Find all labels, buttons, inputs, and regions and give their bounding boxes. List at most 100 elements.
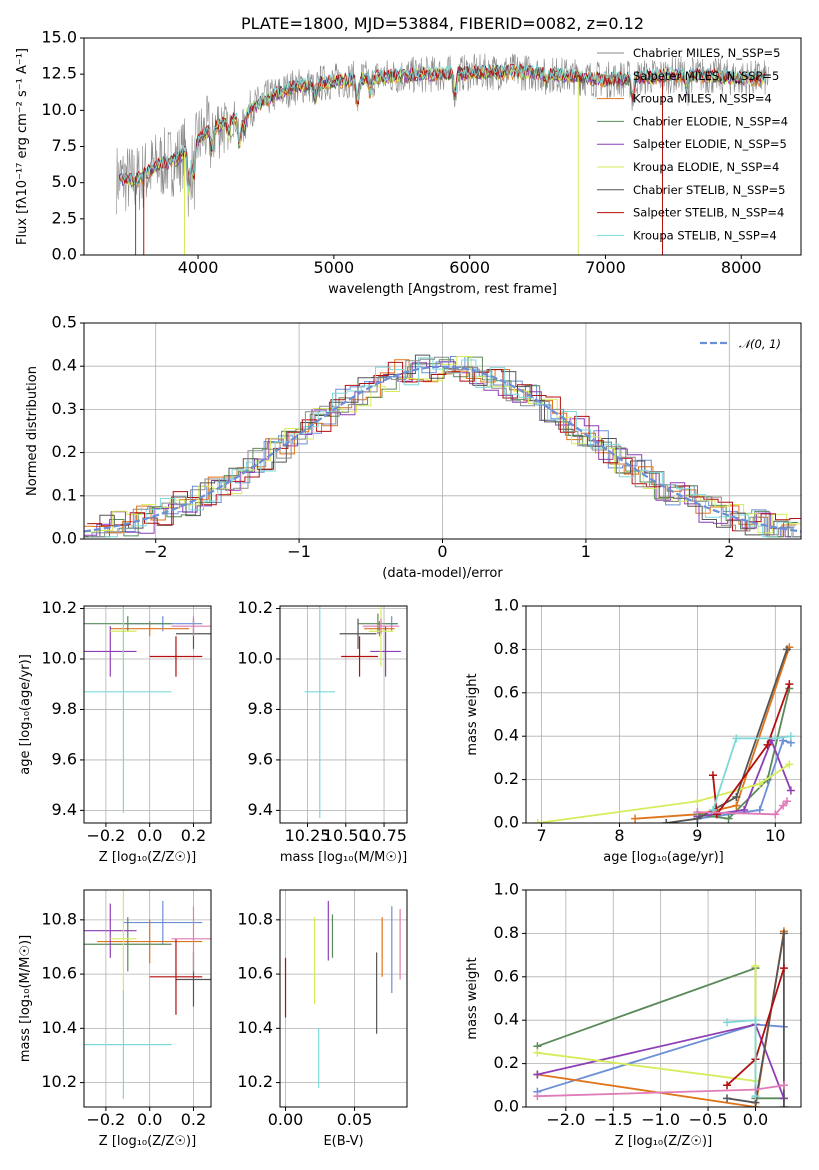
y-tick-label: 1.0: [494, 880, 519, 899]
y-tick-label: 0.2: [52, 442, 77, 461]
y-axis-label: Flux [fλ10⁻¹⁷ erg cm⁻² s⁻¹ A⁻¹]: [15, 48, 30, 245]
y-tick-label: 0.8: [494, 923, 519, 942]
plus-marker: [732, 734, 741, 743]
x-tick-label: 10.75: [361, 826, 407, 845]
y-tick-label: 0.0: [494, 813, 519, 832]
y-tick-label: 1.0: [494, 596, 519, 615]
x-tick-label: 0.2: [181, 826, 206, 845]
y-tick-label: 9.8: [248, 699, 273, 718]
y-tick-label: 10.2: [237, 1072, 273, 1091]
residual-histogram: [84, 356, 798, 538]
plus-marker: [785, 680, 794, 689]
plus-marker: [723, 1081, 732, 1090]
y-tick-label: 15.0: [41, 28, 77, 47]
spectrum-model-line: [118, 63, 767, 187]
plot-area: [304, 606, 401, 818]
x-tick-label: 4000: [178, 258, 219, 277]
plus-marker: [712, 810, 721, 819]
y-tick-label: 9.6: [248, 749, 273, 768]
x-tick-label: 0.2: [181, 1110, 206, 1129]
x-tick-label: −0.2: [86, 1110, 125, 1129]
plus-marker: [724, 814, 733, 823]
residual-histogram: [84, 359, 797, 538]
plus-marker: [771, 734, 780, 743]
plot-area: [533, 643, 795, 823]
y-tick-label: 0.0: [52, 529, 77, 548]
residual-histogram: [84, 356, 795, 538]
y-tick-label: 0.3: [52, 399, 77, 418]
y-tick-label: 0.8: [494, 639, 519, 658]
mass-weight-line: [697, 738, 792, 818]
x-tick-label: 7000: [585, 258, 626, 277]
x-axis-label: E(B-V): [323, 1134, 363, 1149]
plus-marker: [533, 819, 542, 823]
plus-marker: [779, 1103, 788, 1107]
panel-massweight_vs_age: 7 8 9 10 0.0 0.2 0.4 0.6 0.8 1.0 age [log₁₀(age/yr…: [465, 596, 802, 865]
y-tick-label: 0.6: [494, 682, 519, 701]
y-tick-label: 0.4: [52, 356, 77, 375]
plus-marker: [755, 805, 764, 814]
plus-marker: [755, 779, 764, 788]
panel-mass_vs_Z: −0.2 0.0 0.2 10.2 10.4 10.6 10.8 Z [log₁₀(Z/Z☉)…: [18, 889, 212, 1149]
y-tick-label: 12.5: [41, 64, 77, 83]
y-tick-label: 0.6: [494, 966, 519, 985]
legend-entry: Chabrier ELODIE, N_SSP=4: [633, 114, 788, 128]
plus-marker: [533, 1070, 542, 1079]
x-tick-label: 10.50: [323, 826, 369, 845]
x-tick-label: 8: [614, 826, 624, 845]
plot-area: [84, 606, 211, 813]
y-tick-label: 10.6: [237, 964, 273, 983]
y-tick-label: 10.4: [237, 1018, 273, 1037]
x-tick-label: 1: [581, 542, 591, 561]
plus-marker: [723, 1018, 732, 1027]
plot-area: [84, 890, 211, 1099]
x-tick-label: 9: [692, 826, 702, 845]
x-axis-label: age [log₁₀(age/yr)]: [603, 850, 724, 865]
x-tick-label: 8000: [721, 258, 762, 277]
plot-area: [284, 900, 401, 1089]
legend-entry: Salpeter MILES, N_SSP=5: [633, 69, 779, 83]
plus-marker: [662, 819, 671, 823]
mass-weight-line: [697, 800, 788, 816]
plus-marker: [779, 929, 788, 938]
mass-weight-line: [537, 763, 790, 823]
x-tick-label: 10.25: [285, 826, 331, 845]
plus-marker: [751, 1085, 760, 1094]
chart-title: PLATE=1800, MJD=53884, FIBERID=0082, z=0…: [241, 14, 644, 33]
plus-marker: [779, 801, 788, 810]
y-tick-label: 0.4: [494, 1010, 519, 1029]
x-axis-label: wavelength [Angstrom, rest frame]: [328, 282, 557, 297]
y-tick-label: 9.4: [52, 800, 77, 819]
plot-area: [84, 354, 801, 538]
y-tick-label: 0.4: [494, 726, 519, 745]
legend-entry: Chabrier MILES, N_SSP=5: [633, 46, 780, 60]
y-tick-label: 10.2: [41, 598, 77, 617]
y-tick-label: 10.0: [41, 100, 77, 119]
y-tick-label: 0.2: [494, 769, 519, 788]
mass-weight-line: [712, 683, 791, 817]
plus-marker: [693, 808, 702, 817]
panel-mass_vs_ebv: 0.00 0.05 10.2 10.4 10.6 10.8 E(B-V): [237, 889, 408, 1149]
y-axis-label: age [log₁₀(age/yr)]: [18, 654, 33, 775]
x-tick-label: 6000: [449, 258, 490, 277]
y-tick-label: 10.2: [237, 598, 273, 617]
y-tick-label: 0.0: [52, 245, 77, 264]
axes-frame: [525, 605, 802, 824]
x-tick-label: −1.5: [594, 1110, 633, 1129]
x-tick-label: −0.5: [689, 1110, 728, 1129]
plus-marker: [723, 1094, 732, 1103]
legend-entry: Kroupa MILES, N_SSP=4: [633, 92, 772, 106]
x-axis-label: mass [log₁₀(M/M☉)]: [280, 850, 407, 865]
panel-massweight_vs_Z: −2.0 −1.5 −1.0 −0.5 0.0 0.0 0.2 0.4 0.6 0.8 1.0 Z […: [465, 880, 802, 1149]
y-tick-label: 9.6: [52, 749, 77, 768]
axes-frame: [279, 889, 408, 1108]
y-tick-label: 9.4: [248, 800, 273, 819]
x-tick-label: 0.0: [743, 1110, 768, 1129]
plus-marker: [751, 1016, 760, 1025]
x-tick-label: 7: [536, 826, 546, 845]
x-tick-label: −1.0: [641, 1110, 680, 1129]
axes-frame: [525, 889, 802, 1108]
plus-marker: [786, 732, 795, 741]
